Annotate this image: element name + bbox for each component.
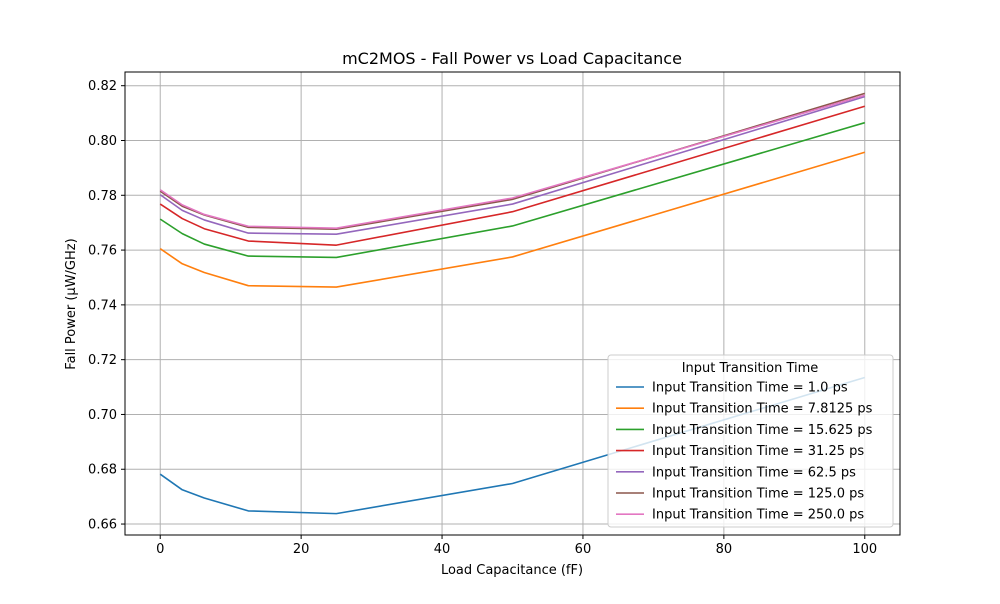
series-line-7 [159, 94, 865, 229]
y-tick-label: 0.66 [88, 518, 117, 533]
x-tick-label: 60 [575, 542, 592, 557]
axis-ticks: 0 20 40 60 80 100 0.66 0.68 0.70 0.72 0.74 0.76 0.78… [88, 79, 877, 557]
legend-entry-label-7: Input Transition Time = 250.0 ps [652, 508, 864, 523]
legend-entry-label-5: Input Transition Time = 62.5 ps [652, 465, 856, 480]
legend-entry-label-6: Input Transition Time = 125.0 ps [652, 487, 864, 502]
x-axis-label: Load Capacitance (fF) [441, 563, 583, 578]
y-axis-label: Fall Power (µW/GHz) [64, 238, 79, 369]
y-tick-label: 0.80 [88, 134, 117, 149]
series-line-4 [159, 105, 865, 246]
y-tick-label: 0.82 [88, 79, 117, 94]
legend-title: Input Transition Time [682, 361, 819, 376]
legend-entry-label-1: Input Transition Time = 1.0 ps [652, 381, 848, 396]
legend-box [607, 354, 894, 528]
series-line-3 [159, 121, 865, 259]
y-tick-label: 0.76 [88, 244, 117, 259]
series-line-6 [159, 92, 866, 231]
legend-entry-label-4: Input Transition Time = 31.25 ps [652, 444, 864, 459]
y-tick-label: 0.78 [88, 189, 117, 204]
x-tick-label: 20 [293, 542, 310, 557]
legend-entry-label-3: Input Transition Time = 15.625 ps [652, 423, 873, 438]
series-lines [159, 92, 866, 515]
series-line-5 [159, 95, 866, 235]
legend: Input Transition Time Input Transition T… [607, 354, 894, 528]
y-tick-label: 0.74 [88, 298, 117, 313]
x-tick-label: 40 [434, 542, 451, 557]
y-tick-label: 0.70 [88, 408, 117, 423]
series-line-2 [159, 151, 865, 288]
chart-title: mC2MOS - Fall Power vs Load Capacitance [342, 49, 682, 68]
x-tick-label: 100 [852, 542, 877, 557]
x-tick-label: 80 [716, 542, 733, 557]
legend-entry-label-2: Input Transition Time = 7.8125 ps [652, 402, 873, 417]
y-tick-label: 0.68 [88, 463, 117, 478]
series-line-1 [159, 376, 866, 515]
x-tick-label: 0 [156, 542, 164, 557]
y-tick-label: 0.72 [88, 353, 117, 368]
plot-area-frame [124, 71, 901, 536]
